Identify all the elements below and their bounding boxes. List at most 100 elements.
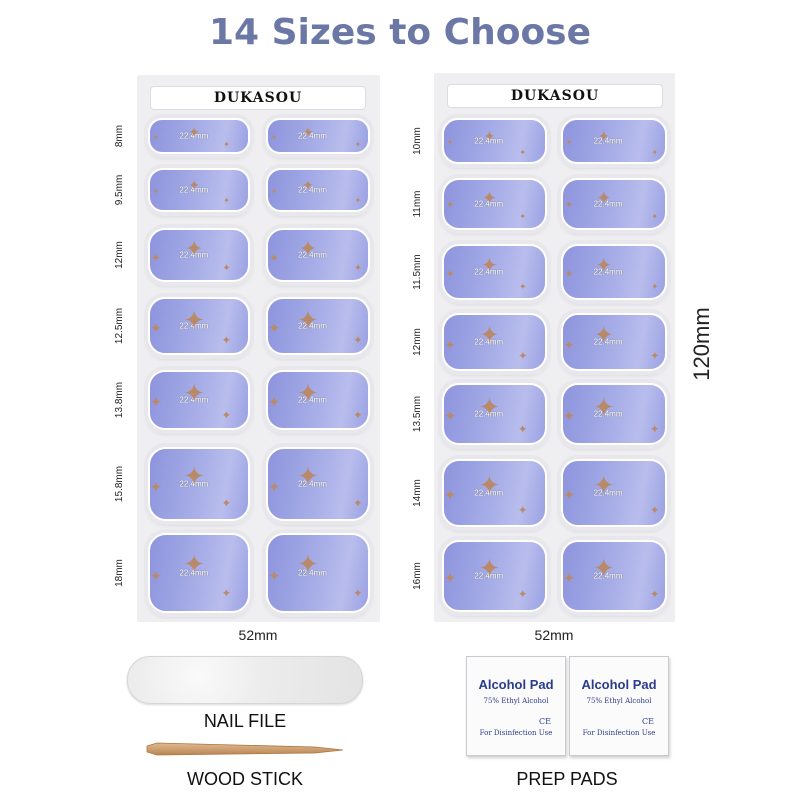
sparkle-star-icon: ✦ xyxy=(519,212,527,222)
nail-sticker: 22.4mm ✦ ✦ ✦ xyxy=(561,459,667,527)
size-label: 11mm xyxy=(412,190,423,218)
nail-width-label: 22.4mm xyxy=(474,409,504,419)
nail-width-label: 22.4mm xyxy=(298,185,327,195)
nail-width-label: 22.4mm xyxy=(298,321,327,331)
sparkle-star-icon: ✦ xyxy=(649,588,660,602)
sparkle-star-icon: ✦ xyxy=(268,394,280,411)
sparkle-star-icon: ✦ xyxy=(563,337,575,353)
sparkle-star-icon: ✦ xyxy=(152,132,160,142)
sparkle-star-icon: ✦ xyxy=(223,196,230,206)
nail-sticker: 22.4mm ✦ ✦ ✦ xyxy=(148,533,250,613)
nail-sticker: 22.4mm ✦ ✦ ✦ xyxy=(442,459,547,527)
sparkle-star-icon: ✦ xyxy=(183,304,205,335)
sparkle-star-icon: ✦ xyxy=(354,196,362,206)
alcohol-pad-subtitle: 75% Ethyl Alcohol xyxy=(586,697,652,705)
sparkle-star-icon: ✦ xyxy=(519,147,527,157)
sparkle-star-icon: ✦ xyxy=(563,408,576,425)
sparkle-star-icon: ✦ xyxy=(649,423,660,437)
sparkle-star-icon: ✦ xyxy=(184,236,204,261)
sparkle-star-icon: ✦ xyxy=(651,281,659,292)
size-label: 16mm xyxy=(412,562,423,590)
nail-sticker: 22.4mm ✦ ✦ ✦ xyxy=(148,447,250,521)
nail-width-label: 22.4mm xyxy=(298,250,327,260)
sparkle-star-icon: ✦ xyxy=(268,250,280,265)
nail-width-label: 22.4mm xyxy=(593,488,623,498)
sparkle-star-icon: ✦ xyxy=(221,408,232,422)
nail-sticker: 22.4mm ✦ ✦ ✦ xyxy=(148,118,250,154)
nail-width-label: 22.4mm xyxy=(593,199,623,209)
wood-stick-image xyxy=(146,742,344,756)
nail-sticker: 22.4mm ✦ ✦ ✦ xyxy=(148,297,250,355)
sparkle-star-icon: ✦ xyxy=(221,334,232,348)
sparkle-star-icon: ✦ xyxy=(150,250,161,265)
ce-mark-icon: CE xyxy=(539,717,551,726)
sparkle-star-icon: ✦ xyxy=(183,378,205,409)
sparkle-star-icon: ✦ xyxy=(445,268,455,281)
sparkle-star-icon: ✦ xyxy=(650,350,660,363)
sparkle-star-icon: ✦ xyxy=(563,571,576,588)
nail-sticker: 22.4mm ✦ ✦ ✦ xyxy=(442,178,547,230)
left-width-label: 52mm xyxy=(238,627,278,643)
sparkle-star-icon: ✦ xyxy=(565,138,573,148)
nail-sticker: 22.4mm ✦ ✦ ✦ xyxy=(266,370,370,430)
nail-width-label: 22.4mm xyxy=(298,395,327,405)
size-label: 12mm xyxy=(114,241,125,269)
prep-pads-label: PREP PADS xyxy=(516,769,618,789)
nail-width-label: 22.4mm xyxy=(474,571,504,581)
sparkle-star-icon: ✦ xyxy=(302,177,314,194)
height-label: 120mm xyxy=(689,307,714,381)
nail-sticker: 22.4mm ✦ ✦ ✦ xyxy=(148,370,250,430)
sparkle-star-icon: ✦ xyxy=(297,460,319,491)
sparkle-star-icon: ✦ xyxy=(270,187,278,196)
nail-sticker: 22.4mm ✦ ✦ ✦ xyxy=(561,540,667,612)
nail-width-label: 22.4mm xyxy=(298,479,327,489)
right-width-label: 52mm xyxy=(534,627,574,643)
nail-sticker: 22.4mm ✦ ✦ ✦ xyxy=(442,540,547,612)
alcohol-pad: Alcohol Pad 75% Ethyl Alcohol CE For Dis… xyxy=(569,656,669,756)
nail-sticker: 22.4mm ✦ ✦ ✦ xyxy=(266,297,370,355)
nail-file-label: NAIL FILE xyxy=(203,711,287,731)
sparkle-star-icon: ✦ xyxy=(564,268,574,281)
sparkle-star-icon: ✦ xyxy=(149,320,162,337)
nail-width-label: 22.4mm xyxy=(179,321,209,331)
nail-width-label: 22.4mm xyxy=(593,571,623,581)
sparkle-star-icon: ✦ xyxy=(268,568,280,585)
sparkle-star-icon: ✦ xyxy=(445,200,455,212)
sparkle-star-icon: ✦ xyxy=(444,488,457,505)
left-brand-label: DUKASOU xyxy=(150,86,366,110)
size-label: 13.8mm xyxy=(114,381,125,419)
sparkle-star-icon: ✦ xyxy=(517,423,528,437)
nail-sticker: 22.4mm ✦ ✦ ✦ xyxy=(561,383,667,445)
sparkle-star-icon: ✦ xyxy=(478,470,501,501)
nail-width-label: 22.4mm xyxy=(298,568,327,578)
sparkle-star-icon: ✦ xyxy=(353,408,363,422)
nail-width-label: 22.4mm xyxy=(593,409,623,419)
nail-file-image xyxy=(127,656,363,704)
sparkle-star-icon: ✦ xyxy=(595,254,613,277)
sparkle-star-icon: ✦ xyxy=(221,587,232,601)
nail-sticker: 22.4mm ✦ ✦ ✦ xyxy=(266,168,370,212)
nail-width-label: 22.4mm xyxy=(474,337,504,347)
sparkle-star-icon: ✦ xyxy=(446,138,454,148)
sparkle-star-icon: ✦ xyxy=(188,177,200,194)
nail-sticker: 22.4mm ✦ ✦ ✦ xyxy=(266,118,370,154)
right-brand-label: DUKASOU xyxy=(447,84,663,108)
sparkle-star-icon: ✦ xyxy=(517,588,528,602)
sparkle-star-icon: ✦ xyxy=(353,496,363,510)
nail-sticker: 22.4mm ✦ ✦ ✦ xyxy=(442,118,547,164)
sparkle-star-icon: ✦ xyxy=(183,548,205,579)
sparkle-star-icon: ✦ xyxy=(444,571,457,588)
sparkle-star-icon: ✦ xyxy=(651,212,659,222)
sparkle-star-icon: ✦ xyxy=(353,263,363,275)
sparkle-star-icon: ✦ xyxy=(651,147,659,157)
sparkle-star-icon: ✦ xyxy=(354,139,362,149)
sparkle-star-icon: ✦ xyxy=(221,496,232,510)
alcohol-pad-note: For Disinfection Use xyxy=(479,729,553,737)
sparkle-star-icon: ✦ xyxy=(149,568,162,585)
nail-width-label: 22.4mm xyxy=(179,395,209,405)
nail-width-label: 22.4mm xyxy=(593,267,623,277)
sparkle-star-icon: ✦ xyxy=(596,188,612,209)
sparkle-star-icon: ✦ xyxy=(268,479,280,496)
sparkle-star-icon: ✦ xyxy=(183,460,205,491)
alcohol-pad: Alcohol Pad 75% Ethyl Alcohol CE For Dis… xyxy=(466,656,566,756)
